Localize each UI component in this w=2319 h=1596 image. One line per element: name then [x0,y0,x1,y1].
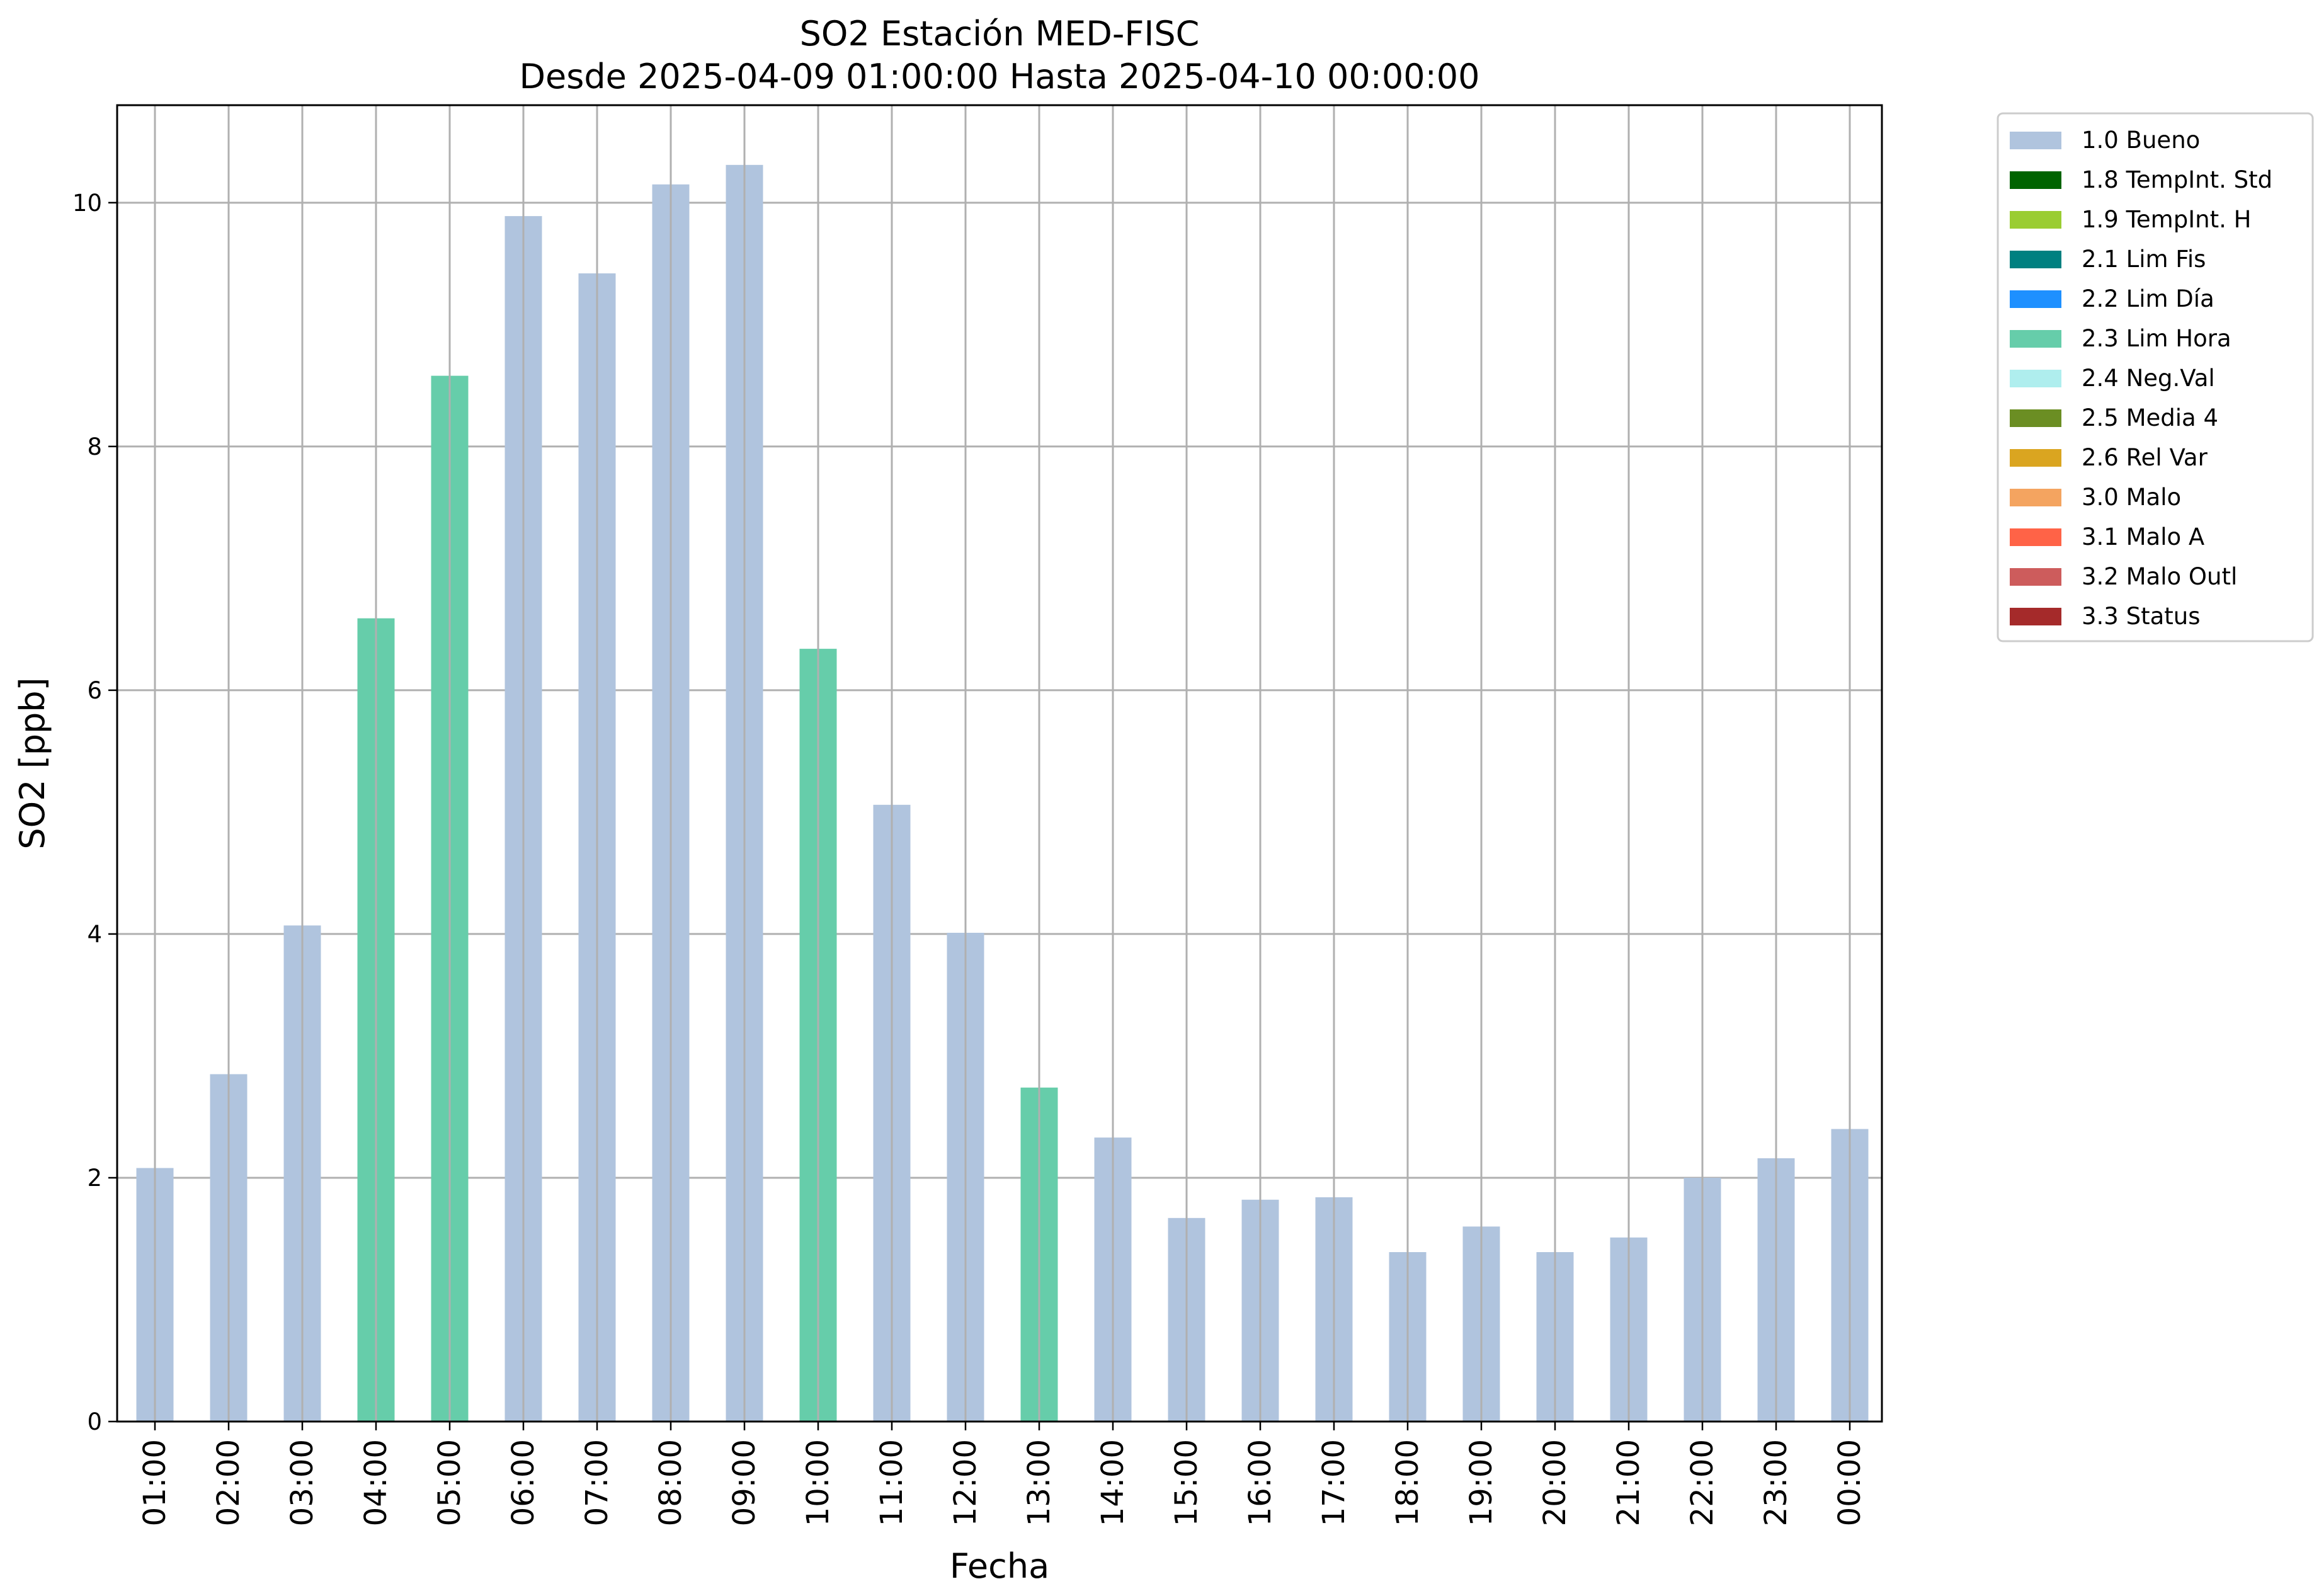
legend-label: 2.4 Neg.Val [2082,365,2215,392]
x-tick-label: 06:00 [506,1439,541,1526]
legend-label: 1.9 TempInt. H [2082,206,2251,233]
plot-area-frame [116,104,1883,1423]
x-tick-label: 15:00 [1169,1439,1204,1526]
legend-swatch [2010,449,2061,467]
x-tick-label: 01:00 [137,1439,173,1526]
x-tick-label: 19:00 [1464,1439,1499,1526]
y-axis-ticks: 0 2 4 6 8 10 [72,190,117,1435]
x-tick-label: 16:00 [1243,1439,1278,1526]
x-tick-label: 02:00 [211,1439,246,1526]
y-tick-label: 4 [87,921,102,948]
legend-swatch [2010,608,2061,625]
y-axis-label: SO2 [ppb] [13,677,52,849]
y-tick-label: 0 [87,1408,102,1435]
legend-label: 1.0 Bueno [2082,127,2200,154]
legend-label: 3.2 Malo Outl [2082,563,2237,590]
legend-swatch [2010,489,2061,506]
legend-label: 3.1 Malo A [2082,523,2204,550]
legend-swatch [2010,171,2061,189]
y-tick-label: 2 [87,1165,102,1192]
x-tick-label: 17:00 [1316,1439,1352,1526]
legend: 1.0 Bueno 1.8 TempInt. Std 1.9 TempInt. H 2… [1997,112,2314,642]
legend-swatch [2010,409,2061,427]
x-tick-label: 23:00 [1758,1439,1794,1526]
legend-label: 2.2 Lim Día [2082,285,2214,312]
y-tick-label: 10 [72,190,102,217]
vertical-grid-lines [154,105,1851,1422]
x-tick-label: 00:00 [1832,1439,1867,1526]
legend-label: 2.3 Lim Hora [2082,325,2231,352]
x-tick-label: 22:00 [1685,1439,1720,1526]
x-tick-label: 12:00 [948,1439,983,1526]
legend-swatch [2010,211,2061,229]
x-tick-label: 09:00 [727,1439,762,1526]
legend-swatch [2010,568,2061,586]
legend-label: 2.5 Media 4 [2082,404,2218,431]
legend-swatch [2010,251,2061,268]
legend-label: 1.8 TempInt. Std [2082,166,2272,193]
x-tick-label: 04:00 [358,1439,394,1526]
x-tick-label: 14:00 [1095,1439,1131,1526]
legend-label: 3.3 Status [2082,603,2201,630]
x-tick-label: 18:00 [1390,1439,1425,1526]
legend-swatch [2010,132,2061,149]
legend-label: 2.6 Rel Var [2082,444,2208,471]
y-tick-label: 6 [87,677,102,704]
x-axis-ticks: 01:00 02:00 03:00 04:00 05:00 06:00 07:00 08:00… [137,1422,1867,1526]
x-axis-label: Fecha [950,1546,1049,1586]
y-tick-label: 8 [87,433,102,460]
x-tick-label: 03:00 [285,1439,320,1526]
legend-swatch [2010,370,2061,387]
legend-frame [1997,112,2314,642]
x-tick-label: 10:00 [801,1439,836,1526]
x-tick-label: 20:00 [1537,1439,1573,1526]
x-tick-label: 11:00 [874,1439,909,1526]
x-tick-label: 07:00 [579,1439,615,1526]
legend-swatch [2010,330,2061,348]
chart-subtitle: Desde 2025-04-09 01:00:00 Hasta 2025-04-… [519,57,1479,96]
x-tick-label: 21:00 [1611,1439,1646,1526]
legend-swatch [2010,528,2061,546]
legend-label: 2.1 Lim Fis [2082,246,2206,273]
x-tick-label: 13:00 [1022,1439,1057,1526]
chart-title: SO2 Estación MED-FISC [800,14,1200,54]
x-tick-label: 08:00 [653,1439,688,1526]
x-tick-label: 05:00 [432,1439,467,1526]
legend-swatch [2010,290,2061,308]
legend-label: 3.0 Malo [2082,484,2181,511]
